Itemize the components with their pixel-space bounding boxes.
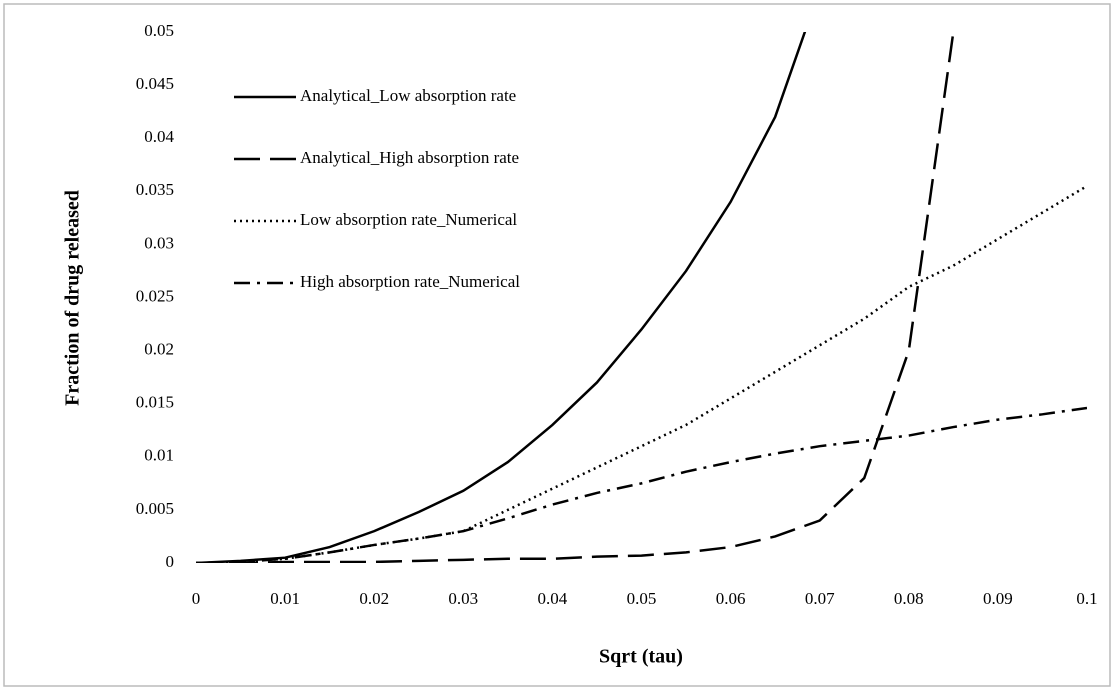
x-tick-label: 0.07: [805, 589, 835, 608]
legend-label: Analytical_Low absorption rate: [300, 86, 516, 105]
x-tick-label: 0.02: [359, 589, 389, 608]
series-line: [196, 32, 955, 563]
x-tick-label: 0.03: [448, 589, 478, 608]
x-tick-label: 0.01: [270, 589, 300, 608]
legend-label: Low absorption rate_Numerical: [300, 210, 517, 229]
y-tick-label: 0.04: [144, 127, 174, 146]
x-tick-label: 0.06: [716, 589, 746, 608]
legend-label: High absorption rate_Numerical: [300, 272, 520, 291]
y-tick-label: 0.005: [136, 499, 174, 518]
y-tick-label: 0.015: [136, 393, 174, 412]
y-tick-label: 0.045: [136, 74, 174, 93]
series-line: [196, 32, 807, 563]
x-tick-label: 0: [192, 589, 201, 608]
y-axis-title: Fraction of drug released: [62, 190, 84, 406]
x-axis-title: Sqrt (tau): [599, 646, 683, 668]
series-line: [196, 184, 1087, 563]
x-tick-label: 0.05: [627, 589, 657, 608]
x-tick-label: 0.08: [894, 589, 924, 608]
series-line: [196, 406, 1087, 563]
y-tick-label: 0.025: [136, 286, 174, 305]
y-tick-label: 0: [166, 552, 175, 571]
y-tick-label: 0.035: [136, 180, 174, 199]
x-tick-label: 0.04: [538, 589, 568, 608]
y-tick-label: 0.05: [144, 21, 174, 40]
y-tick-label: 0.01: [144, 446, 174, 465]
y-tick-label: 0.02: [144, 340, 174, 359]
x-tick-label: 0.09: [983, 589, 1013, 608]
x-tick-label: 0.1: [1076, 589, 1097, 608]
chart-border: [3, 3, 1111, 687]
plot-area: [196, 32, 1087, 563]
y-tick-label: 0.03: [144, 233, 174, 252]
legend-label: Analytical_High absorption rate: [300, 148, 519, 167]
